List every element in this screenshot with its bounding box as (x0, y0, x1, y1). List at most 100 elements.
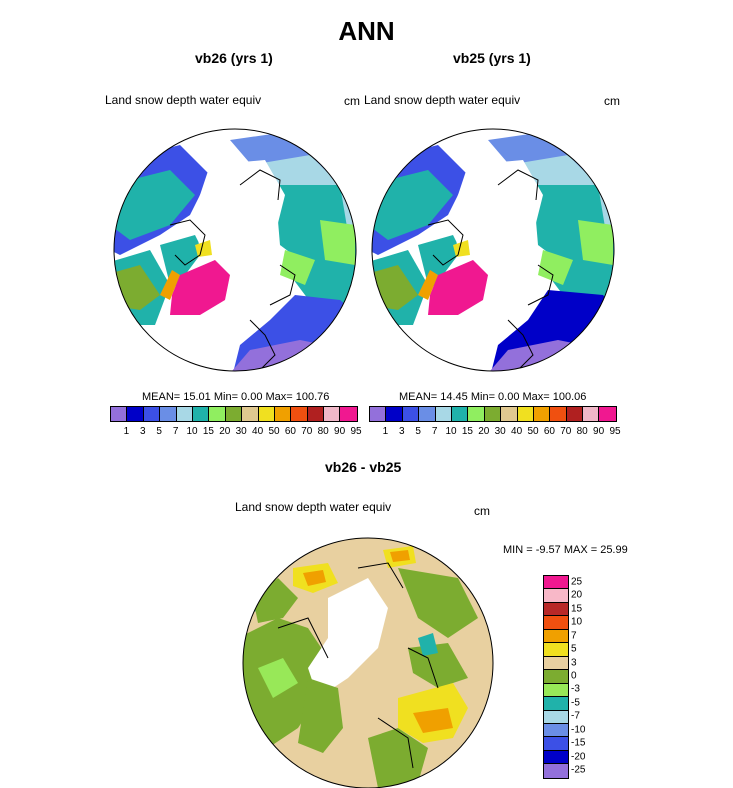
colorbar-swatch (544, 629, 568, 644)
colorbar-tick-label: 7 (172, 426, 179, 437)
colorbar-tick-label: 50 (527, 426, 539, 437)
colorbar-swatch (599, 407, 616, 421)
colorbar-swatch (176, 407, 193, 421)
colorbar-tick-label: 1 (382, 426, 389, 437)
colorbar-tick-label: 20 (571, 589, 583, 601)
colorbar-swatch (544, 589, 568, 603)
colorbar-swatch (544, 616, 568, 630)
panel-1-polar-map (113, 128, 357, 372)
colorbar-swatch (370, 407, 387, 421)
colorbar-tick-label: 10 (186, 426, 198, 437)
colorbar-tick-label: 30 (494, 426, 506, 437)
colorbar-tick-label: 15 (461, 426, 473, 437)
panel-2-stats: MEAN= 14.45 Min= 0.00 Max= 100.06 (399, 391, 587, 403)
colorbar-swatch (583, 407, 600, 421)
panel-1-units-label: cm (344, 94, 360, 108)
colorbar-swatch (501, 407, 518, 421)
diff-panel-variable-label: Land snow depth water equiv (235, 500, 392, 514)
colorbar-tick-label: 3 (140, 426, 146, 437)
colorbar-tick-label: 60 (543, 426, 555, 437)
colorbar-tick-label: 1 (123, 426, 130, 437)
colorbar-tick-label: 50 (268, 426, 280, 437)
colorbar-swatch (544, 683, 568, 698)
colorbar-tick-label: 20 (478, 426, 490, 437)
colorbar-swatch (468, 407, 485, 421)
panel-2-colorbar (369, 406, 617, 422)
colorbar-tick-label: 20 (219, 426, 231, 437)
colorbar-tick-label: 7 (431, 426, 438, 437)
colorbar-swatch (544, 723, 568, 738)
panel-1-variable-label: Land snow depth water equiv (105, 93, 262, 107)
colorbar-swatch (544, 602, 568, 617)
panel-1-colorbar (110, 406, 358, 422)
colorbar-swatch (550, 407, 567, 421)
colorbar-swatch (225, 407, 243, 421)
colorbar-swatch (544, 750, 568, 765)
colorbar-swatch (143, 407, 161, 421)
colorbar-swatch (258, 407, 275, 421)
diff-panel-colorbar (543, 575, 569, 779)
colorbar-tick-label: 5 (571, 643, 577, 655)
diff-panel-polar-map (242, 537, 494, 788)
colorbar-swatch (402, 407, 420, 421)
colorbar-tick-label: 3 (399, 426, 405, 437)
colorbar-swatch (533, 407, 551, 421)
colorbar-tick-label: 3 (571, 657, 577, 669)
colorbar-tick-label: 95 (609, 426, 621, 437)
colorbar-tick-label: -25 (571, 764, 586, 776)
colorbar-tick-label: -10 (571, 724, 586, 736)
colorbar-tick-label: -5 (571, 697, 580, 709)
colorbar-tick-label: 5 (156, 426, 162, 437)
colorbar-swatch (192, 407, 210, 421)
colorbar-tick-label: 15 (202, 426, 214, 437)
colorbar-swatch (517, 407, 534, 421)
colorbar-swatch (242, 407, 259, 421)
colorbar-tick-label: 80 (576, 426, 588, 437)
colorbar-tick-label: 40 (252, 426, 264, 437)
colorbar-swatch (544, 656, 568, 671)
colorbar-swatch (160, 407, 177, 421)
panel-2-polar-map (371, 128, 615, 372)
colorbar-swatch (307, 407, 325, 421)
colorbar-tick-label: 30 (235, 426, 247, 437)
colorbar-swatch (419, 407, 436, 421)
colorbar-tick-label: 0 (571, 670, 577, 682)
colorbar-swatch (544, 710, 568, 724)
colorbar-swatch (291, 407, 308, 421)
colorbar-swatch (451, 407, 469, 421)
diff-panel-stats: MIN = -9.57 MAX = 25.99 (503, 544, 628, 556)
colorbar-swatch (544, 737, 568, 751)
colorbar-swatch (484, 407, 502, 421)
colorbar-tick-label: 10 (445, 426, 457, 437)
colorbar-tick-label: 40 (511, 426, 523, 437)
colorbar-swatch (544, 697, 568, 711)
diff-panel-subtitle: vb26 - vb25 (325, 459, 402, 475)
panel-2-units-label: cm (604, 94, 620, 108)
colorbar-swatch (435, 407, 452, 421)
panel-1-subtitle: vb26 (yrs 1) (195, 50, 273, 66)
colorbar-swatch (566, 407, 584, 421)
colorbar-tick-label: -20 (571, 751, 586, 763)
panel-2-subtitle: vb25 (yrs 1) (453, 50, 531, 66)
colorbar-tick-label: 15 (571, 603, 583, 615)
colorbar-tick-label: 5 (415, 426, 421, 437)
colorbar-swatch (274, 407, 292, 421)
colorbar-swatch (386, 407, 403, 421)
colorbar-tick-label: -15 (571, 737, 586, 749)
colorbar-swatch (111, 407, 128, 421)
colorbar-swatch (209, 407, 226, 421)
colorbar-tick-label: 80 (317, 426, 329, 437)
colorbar-swatch (340, 407, 357, 421)
colorbar-tick-label: -7 (571, 710, 580, 722)
colorbar-tick-label: -3 (571, 683, 580, 695)
colorbar-tick-label: 10 (571, 616, 583, 628)
colorbar-swatch (544, 576, 568, 590)
figure-title: ANN (338, 16, 395, 46)
colorbar-tick-label: 25 (571, 576, 583, 588)
colorbar-tick-label: 70 (560, 426, 572, 437)
colorbar-swatch (324, 407, 341, 421)
colorbar-tick-label: 90 (334, 426, 346, 437)
colorbar-swatch (127, 407, 144, 421)
panel-1-stats: MEAN= 15.01 Min= 0.00 Max= 100.76 (142, 391, 330, 403)
colorbar-tick-label: 95 (350, 426, 362, 437)
